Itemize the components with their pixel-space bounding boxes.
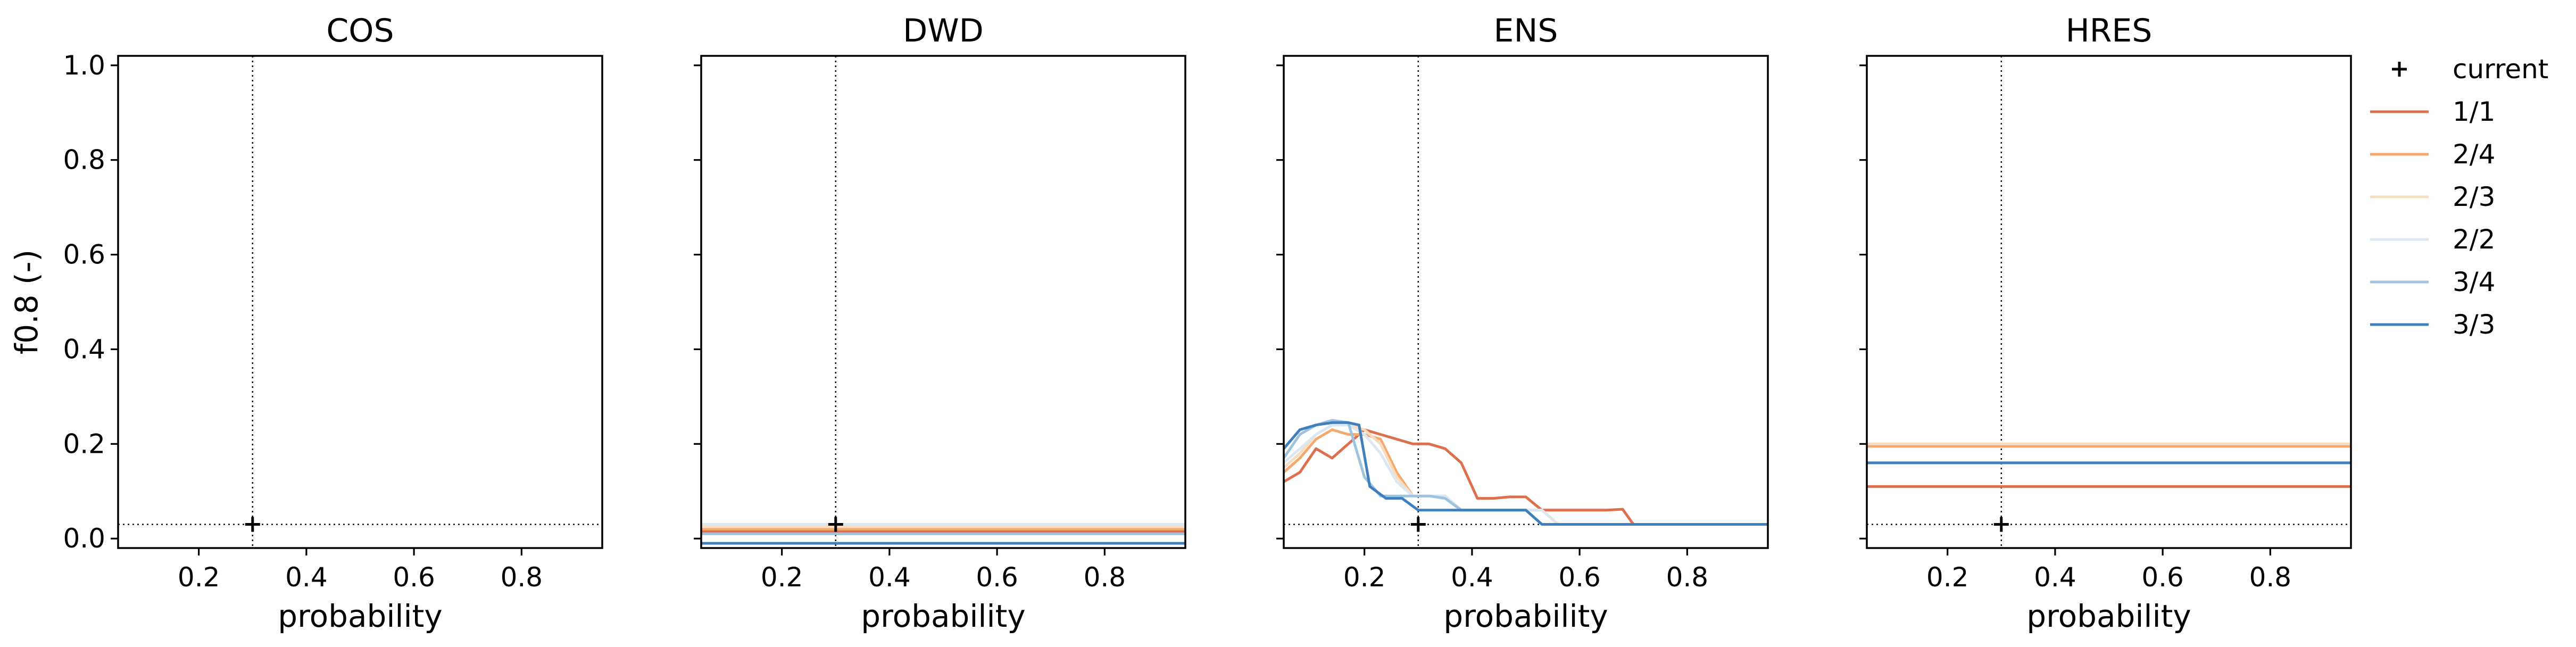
x-axis-label: probability [1443,598,1608,634]
axes-frame [117,55,603,549]
legend-label: 3/4 [2453,267,2495,297]
legend-item-current: current [2392,54,2548,85]
y-tick-label: 0.4 [63,334,105,364]
x-tick-label: 0.4 [1451,562,1493,593]
y-tick-label: 0.0 [63,523,105,554]
y-tick-label: 0.2 [63,428,105,459]
legend-label: 1/1 [2453,96,2495,127]
x-tick-label: 0.4 [2034,562,2076,593]
x-tick-label: 0.8 [1666,562,1709,593]
x-axis-label: probability [2026,598,2191,634]
axes-frame [1866,55,2352,549]
x-tick-label: 0.8 [501,562,543,593]
x-tick-label: 0.2 [761,562,803,593]
legend-label: current [2453,54,2548,85]
x-tick-label: 0.6 [976,562,1018,593]
panel-dwd: 0.2 0.4 0.6 0.8 DWD probability [694,12,1186,634]
y-tick-label: 1.0 [63,50,105,81]
legend: current 1/1 2/4 2/3 2/2 3/4 3/3 [2370,54,2548,340]
current-marker [1993,517,2009,532]
x-tick-label: 0.6 [2141,562,2184,593]
x-tick-label: 0.2 [178,562,220,593]
legend-item-2-4: 2/4 [2370,139,2495,170]
current-marker [1410,517,1426,532]
panel-cos: 0.2 0.4 0.6 0.8 0.0 0.2 0.4 0.6 0.8 1.0 COS probabi… [9,12,603,634]
x-tick-label: 0.4 [868,562,911,593]
x-tick-label: 0.2 [1343,562,1386,593]
legend-item-1-1: 1/1 [2370,96,2495,127]
legend-item-2-3: 2/3 [2370,181,2495,212]
x-tick-label: 0.6 [1558,562,1601,593]
current-marker [828,517,843,532]
panel-ens: 0.2 0.4 0.6 0.8 ENS probability [1276,12,1769,634]
panel-title: ENS [1494,12,1558,49]
x-tick-label: 0.4 [285,562,328,593]
x-tick-label: 0.8 [1084,562,1126,593]
panel-title: HRES [2066,12,2153,49]
legend-label: 2/4 [2453,139,2495,170]
legend-label: 2/2 [2453,224,2495,255]
axes-frame [1283,55,1769,549]
legend-item-3-3: 3/3 [2370,309,2495,340]
x-axis-label: probability [861,598,1025,634]
series-line-3-3 [1284,421,1768,526]
axes-frame [700,55,1186,549]
x-axis-label: probability [278,598,442,634]
panel-title: DWD [903,12,984,49]
y-tick-label: 0.8 [63,145,105,176]
series-line-1-1 [1284,428,1768,526]
panel-hres: 0.2 0.4 0.6 0.8 HRES probability [1859,12,2352,634]
x-tick-label: 0.6 [393,562,435,593]
y-axis-label: f0.8 (-) [9,250,45,354]
x-tick-label: 0.2 [1926,562,1969,593]
legend-label: 3/3 [2453,309,2495,340]
x-tick-label: 0.8 [2249,562,2292,593]
legend-item-3-4: 3/4 [2370,267,2495,297]
current-marker [245,517,260,532]
legend-label: 2/3 [2453,181,2495,212]
panel-title: COS [326,12,394,49]
y-tick-label: 0.6 [63,239,105,270]
legend-item-2-2: 2/2 [2370,224,2495,255]
